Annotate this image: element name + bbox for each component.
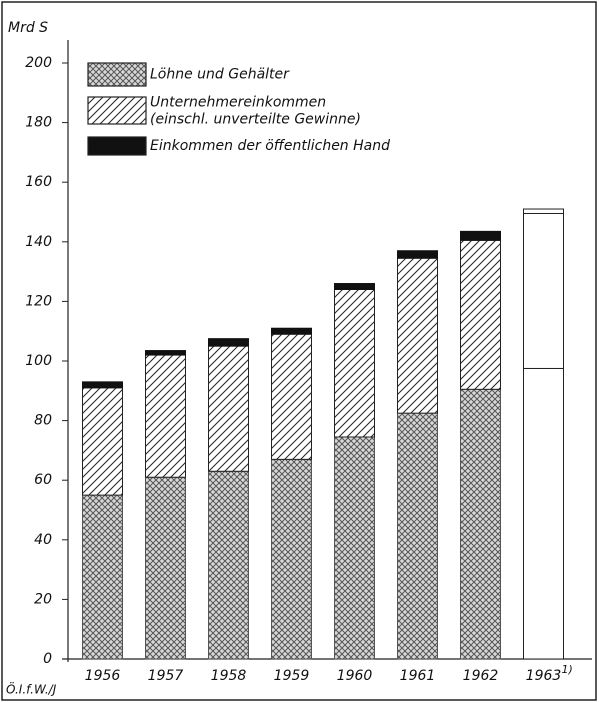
bar-segment <box>523 212 564 369</box>
bar-segment <box>208 470 249 660</box>
bar-segment <box>82 494 123 660</box>
x-tick-label: 1957 <box>148 668 184 684</box>
bar-segment <box>460 388 501 660</box>
bar-segment <box>334 283 375 290</box>
bar-segment <box>145 476 186 660</box>
x-tick-label: 1961 <box>400 668 436 684</box>
y-tick-label: 160 <box>25 174 52 190</box>
y-tick-label: 140 <box>25 234 52 250</box>
bar-segment <box>82 387 123 496</box>
y-tick-label: 40 <box>34 532 52 548</box>
x-tick-label: 1956 <box>85 668 121 684</box>
bar-segment <box>334 288 375 438</box>
bar-segment <box>397 412 438 660</box>
y-tick-label: 120 <box>25 293 52 309</box>
legend-label: Unternehmereinkommen (einschl. unverteilt… <box>150 95 361 128</box>
bar-segment <box>208 338 249 347</box>
bar-segment <box>82 381 123 389</box>
y-axis-label: Mrd S <box>8 20 48 36</box>
bar-segment <box>523 208 564 214</box>
legend-swatch <box>87 62 147 87</box>
x-tick-label: 1962 <box>463 668 499 684</box>
y-tick-label: 0 <box>43 651 52 667</box>
legend-swatch <box>87 136 147 156</box>
bar-segment <box>145 350 186 356</box>
x-tick-label: 1959 <box>274 668 310 684</box>
bar-segment <box>523 367 564 660</box>
bar-segment <box>397 250 438 259</box>
legend-swatch <box>87 96 147 125</box>
y-tick-label: 200 <box>25 55 52 71</box>
x-tick-label: 1963 <box>526 668 562 684</box>
y-tick-label: 100 <box>25 353 52 369</box>
legend-label-line: (einschl. unverteilte Gewinne) <box>150 112 361 128</box>
bar-segment <box>145 354 186 478</box>
bar-segment <box>397 257 438 414</box>
bar-segment <box>271 458 312 660</box>
x-tick-label: 1960 <box>337 668 373 684</box>
credit: Ö.I.f.W./J <box>6 681 57 697</box>
footnote-marker: 1) <box>562 663 573 676</box>
y-tick-label: 80 <box>34 413 52 429</box>
y-tick-label: 20 <box>34 591 52 607</box>
y-tick-label: 60 <box>34 472 52 488</box>
bar-segment <box>334 436 375 660</box>
legend-label: Einkommen der öffentlichen Hand <box>150 138 390 154</box>
bar-segment <box>208 345 249 472</box>
x-tick-label: 1958 <box>211 668 247 684</box>
bar-segment <box>460 230 501 241</box>
bar-segment <box>271 327 312 335</box>
bar-segment <box>271 333 312 460</box>
legend-label: Löhne und Gehälter <box>150 67 290 83</box>
legend-label-line: Unternehmereinkommen <box>150 95 326 111</box>
bar-segment <box>460 239 501 390</box>
y-tick-label: 180 <box>25 115 52 131</box>
